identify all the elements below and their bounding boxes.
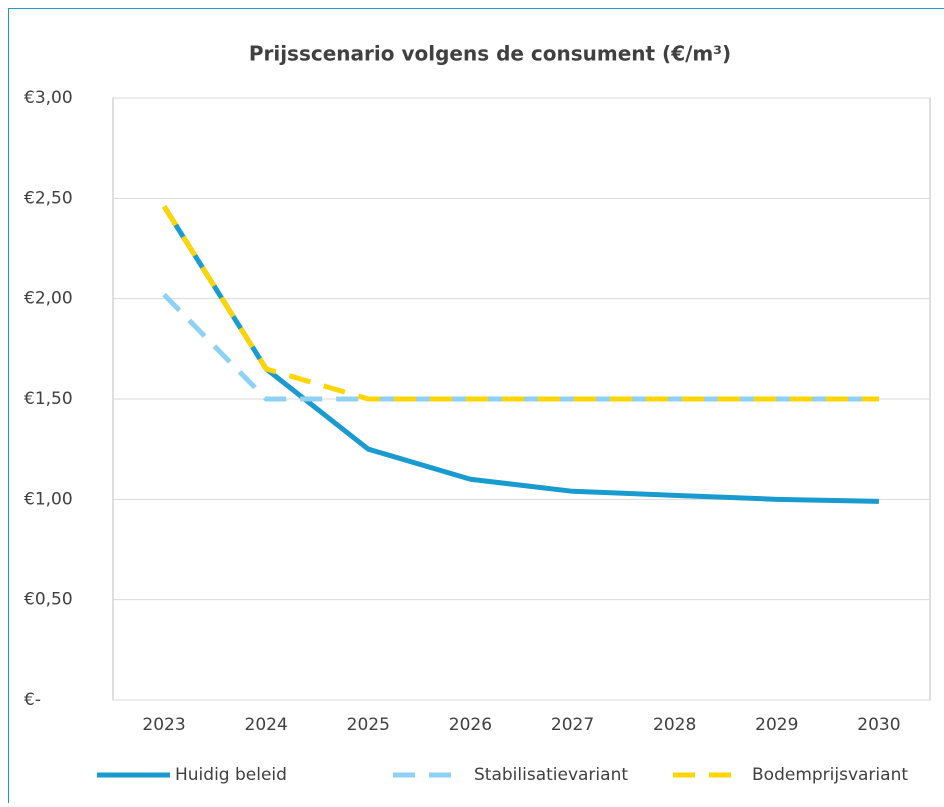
legend-label: Stabilisatievariant: [474, 765, 628, 785]
x-tick-label: 2027: [551, 715, 594, 735]
y-tick-label: €0,50: [24, 590, 73, 610]
x-tick-label: 2026: [449, 715, 492, 735]
x-tick-label: 2023: [142, 715, 185, 735]
series-line: [164, 295, 879, 399]
x-tick-label: 2029: [755, 715, 798, 735]
y-tick-label: €2,50: [24, 188, 73, 208]
legend-label: Bodemprijsvariant: [752, 765, 908, 785]
x-tick-label: 2024: [245, 715, 288, 735]
series-line: [164, 206, 879, 399]
series-line: [164, 206, 879, 501]
y-tick-label: €1,00: [24, 489, 73, 509]
x-tick-label: 2028: [653, 715, 696, 735]
x-tick-label: 2025: [347, 715, 390, 735]
y-tick-label: €-: [24, 690, 41, 710]
y-tick-label: €2,00: [24, 289, 73, 309]
legend-label: Huidig beleid: [175, 765, 287, 785]
frame: [9, 9, 944, 804]
x-tick-label: 2030: [857, 715, 900, 735]
y-tick-label: €1,50: [24, 389, 73, 409]
chart-title: Prijsscenario volgens de consument (€/m³…: [249, 42, 731, 66]
y-tick-label: €3,00: [24, 88, 73, 108]
